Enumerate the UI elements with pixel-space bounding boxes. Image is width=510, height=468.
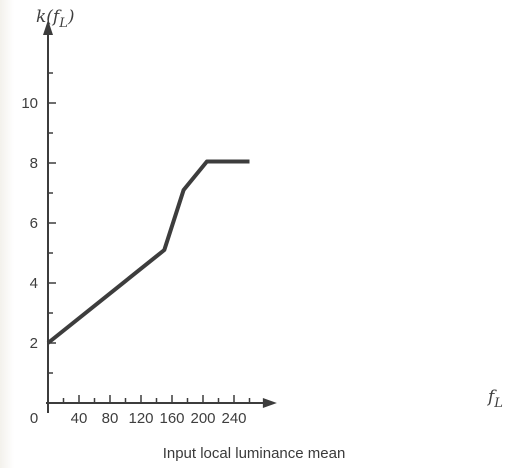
ticks-group: [48, 72, 251, 403]
series-group: [46, 159, 250, 345]
x-tick-label-120: 120: [128, 410, 153, 427]
y-tick-label-2: 2: [30, 335, 38, 352]
x-axis-title-main: f: [486, 387, 497, 407]
y-axis-title-main: k(f: [36, 7, 62, 27]
tick-labels-group: 40 80 120 160 200 240 2 4 6 8 10: [21, 95, 246, 427]
x-axis-title-subscript: L: [493, 396, 503, 411]
x-tick-label-200: 200: [190, 410, 215, 427]
y-tick-label-4: 4: [30, 275, 38, 292]
x-tick-label-240: 240: [221, 410, 246, 427]
x-axis-caption: Input local luminance mean: [163, 445, 346, 462]
y-axis-arrowhead: [43, 20, 53, 35]
y-axis-title: k(fL): [36, 7, 75, 31]
axes-group: [43, 20, 277, 413]
x-tick-label-40: 40: [71, 410, 88, 427]
series-line-0: [46, 159, 250, 345]
y-axis-title-close: ): [67, 7, 75, 27]
y-tick-label-10: 10: [21, 95, 38, 112]
x-axis-arrowhead: [262, 398, 277, 408]
x-axis-title: fL: [486, 387, 503, 411]
y-axis-title-subscript: L: [58, 16, 68, 31]
x-tick-label-80: 80: [102, 410, 119, 427]
x-tick-label-160: 160: [159, 410, 184, 427]
y-tick-label-8: 8: [30, 155, 38, 172]
y-tick-label-6: 6: [30, 215, 38, 232]
origin-label: 0: [30, 410, 38, 427]
